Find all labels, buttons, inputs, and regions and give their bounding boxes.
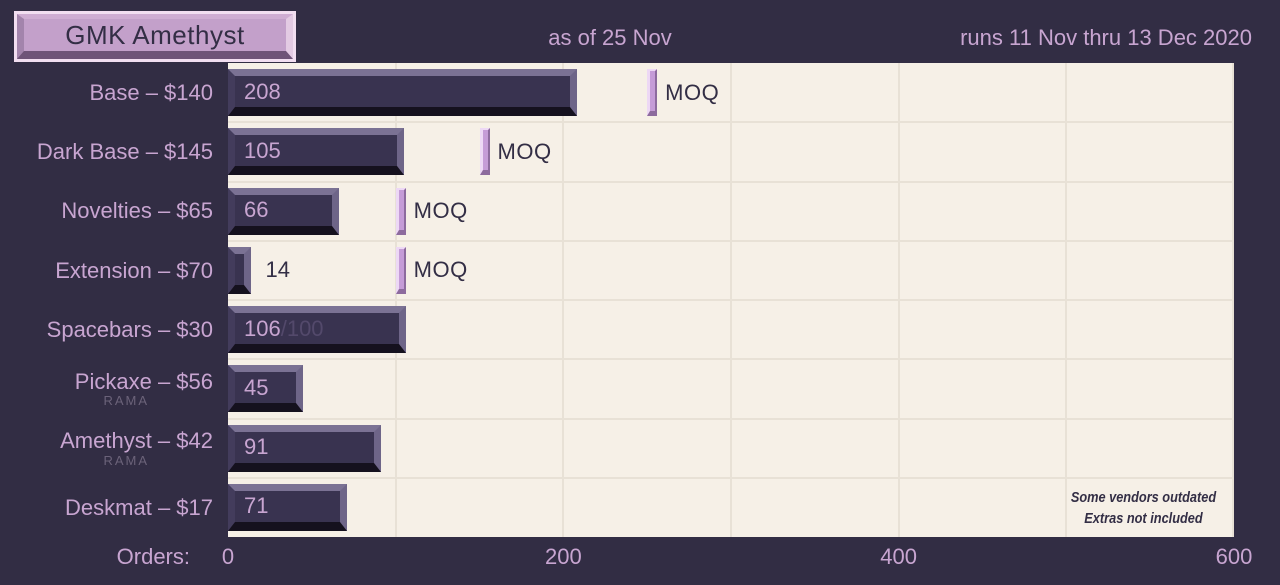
bar-row: 91	[228, 419, 1234, 478]
row-separator	[228, 476, 1234, 479]
moq-label: MOQ	[497, 138, 552, 164]
bar-value: 208	[244, 78, 281, 104]
bar-value: 71	[244, 493, 269, 519]
moq-label: MOQ	[665, 79, 720, 105]
row-label: Extension – $70	[0, 241, 213, 300]
row-label-text: Novelties – $65	[61, 198, 213, 224]
row-separator	[228, 239, 1234, 242]
moq-marker	[395, 246, 406, 294]
tick-label: 600	[1215, 544, 1253, 569]
bar-row: 105 MOQ	[228, 122, 1234, 181]
row-label-text: Extension – $70	[55, 257, 213, 283]
rama-sublabel: RAMA	[103, 452, 149, 468]
run-dates: runs 11 Nov thru 13 Dec 2020	[960, 25, 1252, 50]
row-label-text: Deskmat – $17	[65, 494, 213, 520]
row-label: Amethyst – $42 RAMA	[0, 419, 213, 478]
row-separator	[228, 417, 1234, 420]
x-axis-title: Orders:	[116, 544, 190, 569]
bar-row: 66 MOQ	[228, 182, 1234, 241]
row-label: Base – $140	[0, 63, 213, 122]
row-label-text: Base – $140	[89, 79, 213, 105]
bar-value: 66	[244, 197, 269, 222]
row-label: Deskmat – $17	[0, 478, 213, 537]
bar: 106/100	[228, 306, 406, 353]
bar-row: 106/100	[228, 300, 1234, 359]
bar-row: 208 MOQ	[228, 63, 1234, 122]
bar-value: 106/100	[244, 315, 324, 341]
bar-row: 71	[228, 478, 1234, 537]
bar	[228, 246, 252, 294]
as-of-date: as of 25 Nov	[548, 25, 672, 50]
moq-marker	[647, 69, 658, 116]
bar-value: 45	[244, 374, 269, 400]
footnote-line-1: Some vendors outdated	[1070, 489, 1216, 506]
row-separator	[228, 299, 1234, 301]
bar-value: 14	[265, 257, 290, 283]
row-label-text: Amethyst – $42	[60, 427, 213, 453]
rama-sublabel: RAMA	[103, 393, 149, 409]
page-title: GMK Amethyst	[17, 14, 293, 59]
bar: 105	[228, 128, 405, 176]
tick-label: 400	[880, 544, 918, 569]
footnote-line-2: Extras not included	[1084, 511, 1203, 528]
bar: 66	[228, 187, 339, 235]
row-label-text: Dark Base – $145	[36, 139, 213, 164]
row-labels: Base – $140 Dark Base – $145 Novelties – $…	[0, 63, 213, 537]
moq-label: MOQ	[413, 198, 468, 224]
bar: 45	[228, 365, 304, 413]
row-label: Dark Base – $145	[0, 122, 213, 181]
moq-marker	[479, 128, 490, 176]
row-separator	[228, 121, 1234, 124]
plot-area: Some vendors outdated Extras not include…	[228, 63, 1234, 537]
moq-marker	[395, 187, 406, 235]
tick-label: 0	[221, 544, 235, 569]
row-label: Spacebars – $30	[0, 300, 213, 359]
tick-label: 200	[544, 544, 582, 569]
row-label-text: Pickaxe – $56	[74, 368, 213, 394]
row-label: Novelties – $65	[0, 182, 213, 241]
bar: 71	[228, 483, 348, 531]
bar-value: 105	[244, 137, 281, 163]
bar-goal-suffix: /100	[280, 315, 324, 341]
title-keycap: GMK Amethyst	[14, 11, 296, 62]
row-label-text: Spacebars – $30	[46, 316, 213, 342]
bar-row: 14 MOQ	[228, 241, 1234, 300]
x-axis: 0 200 400 600	[222, 544, 1252, 574]
bar: 208	[228, 69, 577, 116]
bar-value: 91	[244, 434, 269, 459]
row-separator	[228, 180, 1234, 183]
bar-row: 45	[228, 359, 1234, 418]
bar: 91	[228, 424, 381, 472]
row-label: Pickaxe – $56 RAMA	[0, 359, 213, 418]
moq-label: MOQ	[413, 257, 468, 283]
row-separator	[228, 358, 1234, 361]
footnote: Some vendors outdated Extras not include…	[1071, 488, 1216, 532]
